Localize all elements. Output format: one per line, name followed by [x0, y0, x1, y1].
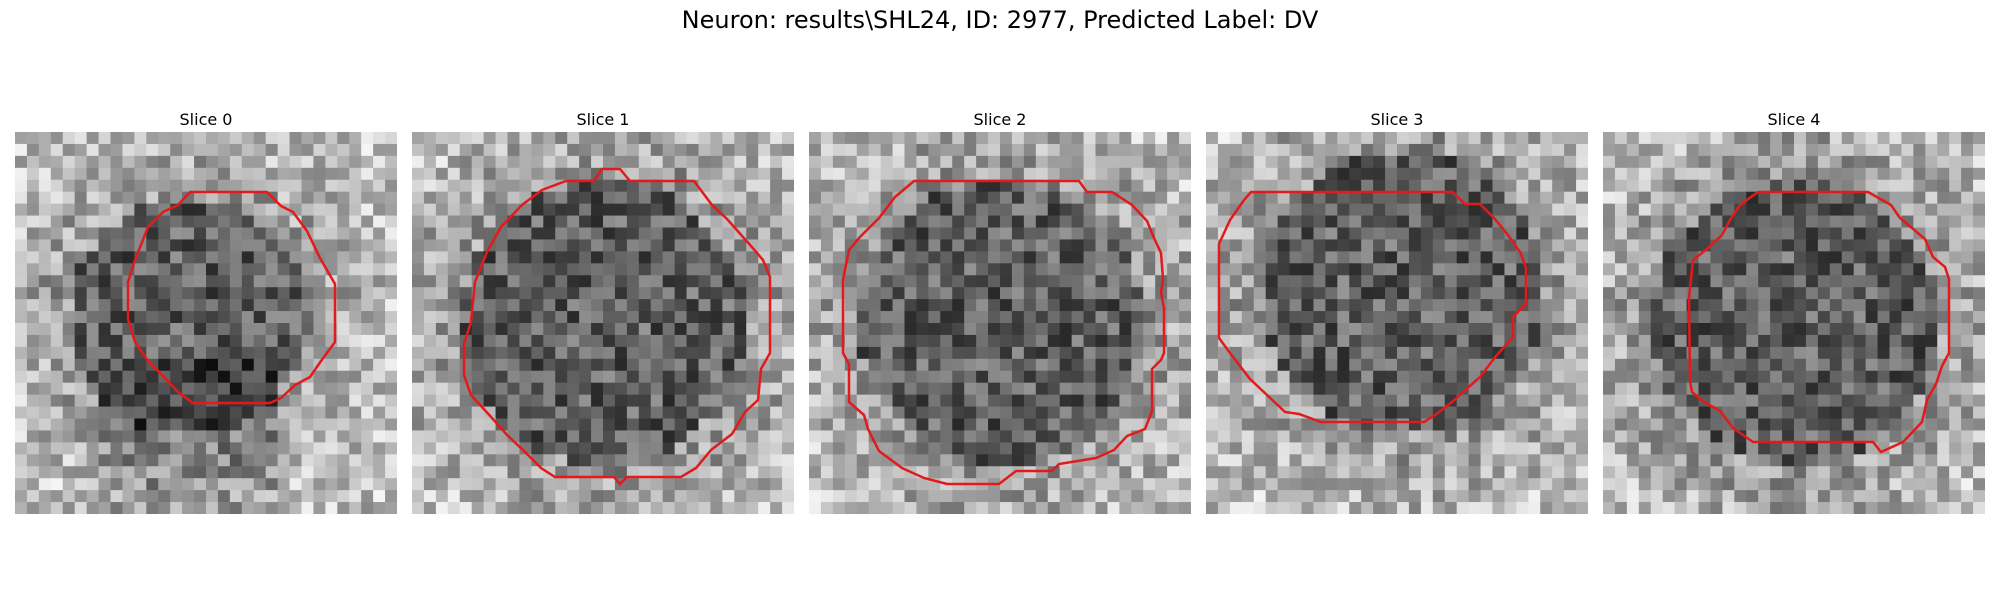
roi-contour	[841, 179, 1166, 486]
slice-panel-2: Slice 2	[809, 108, 1191, 514]
roi-contour	[462, 167, 772, 486]
slice-panel-1: Slice 1	[412, 108, 794, 514]
slice-title: Slice 3	[1370, 110, 1424, 129]
slice-panel-3: Slice 3	[1206, 108, 1588, 514]
slice-image	[809, 132, 1191, 514]
slice-title: Slice 1	[576, 110, 630, 129]
roi-contour	[1217, 190, 1528, 424]
slice-title: Slice 0	[179, 110, 233, 129]
slice-panel-0: Slice 0	[15, 108, 397, 514]
slice-image	[1206, 132, 1588, 514]
slice-title: Slice 2	[973, 110, 1027, 129]
slice-panel-4: Slice 4	[1603, 108, 1985, 514]
figure-title: Neuron: results\SHL24, ID: 2977, Predict…	[681, 6, 1319, 34]
roi-contour	[126, 190, 337, 405]
slice-image	[15, 132, 397, 514]
slice-image	[1603, 132, 1985, 514]
slice-image	[412, 132, 794, 514]
slice-title: Slice 4	[1767, 110, 1821, 129]
roi-contour	[1687, 190, 1951, 454]
